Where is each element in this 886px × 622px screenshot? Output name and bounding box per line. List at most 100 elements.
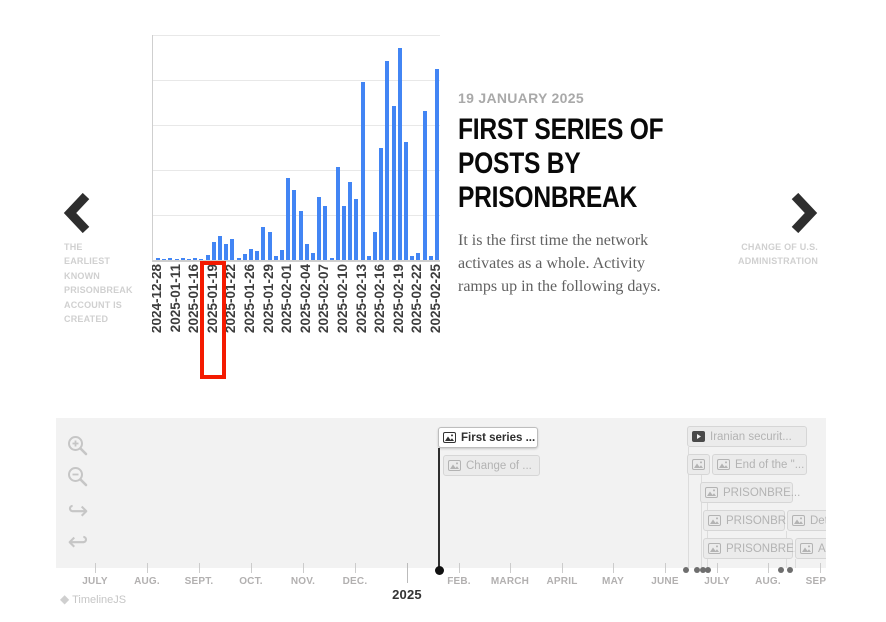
bar <box>304 244 309 260</box>
axis-tick <box>147 563 148 573</box>
timeline-flag-change-of[interactable]: Change of ... <box>443 455 540 476</box>
active-marker-guide-line <box>438 448 440 568</box>
flag-label: Change of ... <box>466 459 532 472</box>
image-icon <box>692 459 705 470</box>
bar <box>385 61 390 260</box>
bar <box>373 232 377 260</box>
bar <box>410 256 415 260</box>
previous-slide-button[interactable] <box>61 192 95 234</box>
axis-tick <box>613 563 614 573</box>
bar <box>162 258 167 260</box>
bar <box>404 142 408 260</box>
bar <box>187 258 191 260</box>
go-forward-icon: ↪ <box>67 496 89 525</box>
axis-tick <box>95 563 96 573</box>
bar <box>422 111 427 260</box>
timeline-flag-iranian-securit[interactable]: Iranian securit... <box>687 426 807 447</box>
x-axis-label: 2025-01-22 <box>223 264 239 334</box>
x-axis-label: 2024-12-28 <box>152 264 164 334</box>
x-axis-label: 2025-02-13 <box>353 264 369 334</box>
bar <box>435 69 439 260</box>
event-dot <box>787 567 793 573</box>
gridline <box>153 35 440 36</box>
current-position-dot[interactable] <box>434 565 444 575</box>
chevron-left-icon <box>61 192 95 237</box>
axis-tick <box>820 563 821 573</box>
timeline-flag-icon-only[interactable] <box>687 454 710 475</box>
bar <box>348 182 353 260</box>
bar <box>273 256 278 260</box>
image-icon <box>443 432 456 443</box>
gridline <box>153 80 440 81</box>
timeline-flag-prisonbre[interactable]: PRISONBRE... <box>700 482 800 503</box>
flag-label: Iranian securit... <box>710 430 792 443</box>
timenav: ↪ ↩ First series ... Change of ... Iranian s… <box>56 418 826 568</box>
timelinejs-attribution[interactable]: ◆ TimelineJS <box>60 592 127 606</box>
bar <box>193 258 198 260</box>
bar <box>156 258 160 260</box>
timeline-flag-prisonbr[interactable]: PRISONBR <box>703 510 786 531</box>
bar <box>211 242 216 260</box>
axis-tick <box>355 563 356 573</box>
slide-headline: FIRST SERIES OF POSTS BY PRISONBREAK <box>458 113 664 215</box>
axis-month-label: JULY <box>704 576 730 587</box>
bar <box>242 254 247 260</box>
flag-label: PRISONBRE. <box>726 542 797 555</box>
bar <box>230 238 235 260</box>
next-slide-title[interactable]: CHANGE OF U.S. ADMINISTRATION <box>738 242 819 267</box>
event-dot <box>705 567 711 573</box>
timeline-flag-end-of-the[interactable]: End of the "... <box>712 454 807 475</box>
diamond-icon: ◆ <box>60 592 70 606</box>
axis-month-label: MAY <box>602 576 624 587</box>
marker-guide-line <box>688 447 689 568</box>
previous-slide-title[interactable]: THE EARLIEST KNOWN PRISONBREAK ACCOUNT I… <box>64 242 133 324</box>
timeline-flag-prisonbre[interactable]: PRISONBRE. <box>703 538 797 559</box>
zoom-in-button[interactable] <box>64 434 92 462</box>
bar <box>298 210 303 260</box>
event-dot <box>683 567 689 573</box>
x-axis-label: 2025-01-29 <box>260 264 276 334</box>
x-axis-label: 2025-02-25 <box>428 264 440 334</box>
bar <box>267 232 272 260</box>
flag-label: An... <box>818 542 826 555</box>
axis-tick <box>665 563 666 573</box>
axis-month-label: SEPT. <box>184 576 214 587</box>
go-forward-button[interactable]: ↪ <box>64 497 92 525</box>
event-dot <box>694 567 700 573</box>
axis-tick <box>510 563 511 573</box>
bar <box>286 177 291 260</box>
x-axis-label: 2025-02-22 <box>409 264 425 334</box>
go-back-button[interactable]: ↩ <box>64 528 92 556</box>
bar <box>323 206 328 260</box>
bar <box>292 189 297 260</box>
x-axis-label: 2025-01-16 <box>186 264 202 334</box>
axis-month-label: AUG. <box>755 576 781 587</box>
image-icon <box>792 515 805 526</box>
chart-plot-area <box>152 35 440 262</box>
bar <box>236 257 241 260</box>
marker-guide-line <box>701 475 702 568</box>
image-icon <box>800 543 813 554</box>
bar <box>224 243 229 260</box>
image-icon <box>717 459 730 470</box>
timeline-flag-an[interactable]: An... <box>795 538 826 559</box>
bar <box>280 250 284 260</box>
x-axis-label: 2025-02-16 <box>372 264 388 334</box>
flag-label: PRISONBRE... <box>723 486 801 499</box>
x-axis-label: 2025-02-19 <box>390 264 406 334</box>
chevron-right-icon <box>786 192 820 237</box>
axis-tick <box>251 563 252 573</box>
gridline <box>153 125 440 126</box>
axis-month-label: APRIL <box>546 576 578 587</box>
bar <box>379 147 384 260</box>
zoom-out-button[interactable] <box>64 465 92 493</box>
next-slide-button[interactable] <box>786 192 820 234</box>
bar <box>249 249 253 260</box>
timeline-flag-det[interactable]: Det... <box>787 510 826 531</box>
bar <box>218 235 222 260</box>
axis-tick <box>407 563 408 583</box>
go-back-icon: ↩ <box>67 527 89 556</box>
bar <box>180 257 185 260</box>
timeline-flag-first-series[interactable]: First series ... <box>438 427 538 448</box>
